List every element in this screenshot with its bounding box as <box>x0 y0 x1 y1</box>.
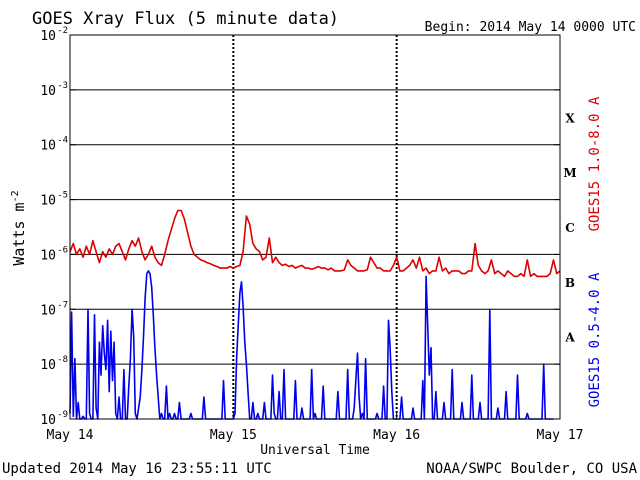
legend-series-short: GOES15 0.5-4.0 A <box>587 272 603 407</box>
x-tick-label: May 17 <box>537 428 584 443</box>
y-tick-exponent: -3 <box>57 81 68 91</box>
plot-frame <box>69 34 561 420</box>
y-tick-label: 10 <box>40 139 56 154</box>
y-tick-label: 10 <box>40 194 56 209</box>
y-axis-ticks: 10-210-310-410-510-610-710-810-9 <box>40 26 560 428</box>
grid <box>70 35 560 419</box>
footer-source: NOAA/SWPC Boulder, CO USA <box>426 461 637 477</box>
series-layer <box>69 209 561 420</box>
flare-class-label: A <box>564 331 575 345</box>
y-tick-exponent: -4 <box>57 136 68 146</box>
legend-series-long: GOES15 1.0-8.0 A <box>587 96 603 231</box>
x-tick-label: May 15 <box>210 428 257 443</box>
footer-updated: Updated 2014 May 16 23:55:11 UTC <box>2 461 272 477</box>
y-tick-label: 10 <box>40 29 56 44</box>
flare-class-label: X <box>565 111 575 125</box>
y-tick-exponent: -5 <box>57 191 68 201</box>
y-tick-label: 10 <box>40 413 56 428</box>
x-axis-ticks: May 14 May 15 May 16 May 17 <box>47 411 584 443</box>
y-tick-exponent: -6 <box>57 245 68 255</box>
begin-label: Begin: 2014 May 14 0000 UTC <box>425 20 636 35</box>
y-tick-label: 10 <box>40 303 56 318</box>
x-tick-label: May 16 <box>373 428 420 443</box>
series-line-short <box>69 270 554 420</box>
series-line-long <box>69 209 561 278</box>
y-tick-exponent: -2 <box>57 26 68 36</box>
flare-class-label: M <box>563 166 576 180</box>
x-axis-label: Universal Time <box>260 443 370 458</box>
y-tick-label: 10 <box>40 358 56 373</box>
x-tick-label: May 14 <box>47 428 94 443</box>
y-tick-label: 10 <box>40 84 56 99</box>
y-tick-label: 10 <box>40 248 56 263</box>
y-axis-label: Watts m-2 <box>10 190 28 265</box>
y-tick-exponent: -7 <box>57 300 68 310</box>
chart-title: GOES Xray Flux (5 minute data) <box>32 9 339 29</box>
flare-class-labels: X M C B A <box>563 111 576 344</box>
y-tick-exponent: -8 <box>57 355 68 365</box>
flare-class-label: C <box>565 221 575 235</box>
y-tick-exponent: -9 <box>57 410 68 420</box>
flare-class-label: B <box>565 276 575 290</box>
